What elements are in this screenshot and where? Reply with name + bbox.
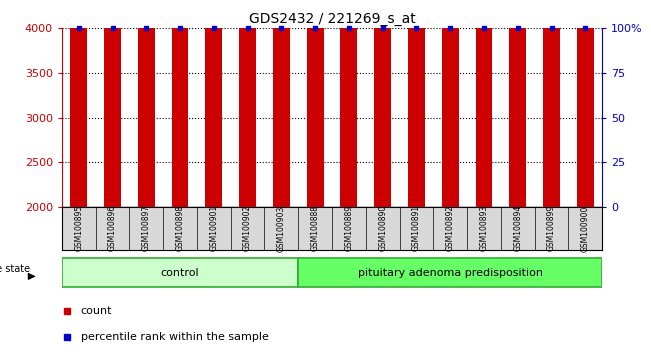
Bar (475, 0, 492, 207)
Text: GSM100895: GSM100895 (74, 205, 83, 251)
Text: count: count (81, 306, 112, 316)
Bar (577, 0, 594, 207)
Bar (138, 0, 155, 207)
Text: percentile rank within the sample: percentile rank within the sample (81, 332, 269, 342)
Text: control: control (161, 268, 199, 278)
Bar (543, 0, 560, 207)
Text: GSM100903: GSM100903 (277, 205, 286, 252)
Text: GSM100892: GSM100892 (446, 205, 454, 251)
Bar (307, 11, 324, 207)
Text: GSM100891: GSM100891 (412, 205, 421, 251)
Text: GSM100902: GSM100902 (243, 205, 252, 251)
Text: pituitary adenoma predisposition: pituitary adenoma predisposition (357, 268, 543, 278)
Text: GSM100893: GSM100893 (480, 205, 488, 251)
Bar (205, 0, 222, 207)
Text: disease state: disease state (0, 264, 30, 274)
Bar (340, 0, 357, 207)
Text: GSM100901: GSM100901 (210, 205, 218, 251)
Bar (408, 0, 425, 207)
Text: GSM100894: GSM100894 (513, 205, 522, 251)
Text: GSM100899: GSM100899 (547, 205, 556, 251)
Bar (62, 258, 298, 287)
Text: GSM100890: GSM100890 (378, 205, 387, 251)
Text: GSM100898: GSM100898 (176, 205, 184, 251)
Bar (273, 0, 290, 207)
Text: GSM100888: GSM100888 (311, 205, 320, 251)
Text: GSM100889: GSM100889 (344, 205, 353, 251)
Bar (298, 258, 602, 287)
Bar (239, 0, 256, 207)
Bar (104, 0, 121, 207)
Title: GDS2432 / 221269_s_at: GDS2432 / 221269_s_at (249, 12, 415, 26)
Bar (70, 0, 87, 207)
Text: GSM100897: GSM100897 (142, 205, 151, 251)
Text: GSM100900: GSM100900 (581, 205, 590, 252)
Bar (172, 0, 189, 207)
Bar (509, 11, 526, 207)
Bar (374, 0, 391, 207)
Bar (442, 0, 459, 207)
Text: GSM100896: GSM100896 (108, 205, 117, 251)
